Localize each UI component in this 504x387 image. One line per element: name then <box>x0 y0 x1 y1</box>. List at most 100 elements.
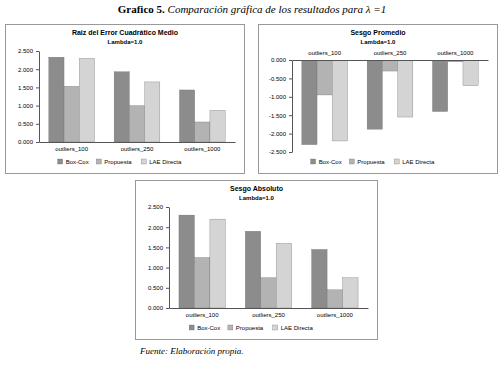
y-tick-label: 1.500 <box>18 85 34 91</box>
bar <box>129 106 144 142</box>
y-tick: 1.500 <box>18 85 39 91</box>
bar <box>343 278 358 308</box>
x-tick: outliers_1000 <box>317 308 354 318</box>
y-tick-mark <box>36 142 39 143</box>
legend-swatch <box>394 159 399 164</box>
chart-title: Sesgo Promedio <box>350 29 405 37</box>
y-tick: -1.000 <box>269 94 292 100</box>
x-tick: outliers_100 <box>308 50 341 60</box>
x-axis-line <box>293 60 489 61</box>
legend-label: Propuesta <box>236 325 264 331</box>
y-tick: -1.500 <box>269 113 292 119</box>
y-tick-label: 0.000 <box>148 305 164 311</box>
y-tick-label: 1.000 <box>18 103 34 109</box>
y-tick-label: 1.500 <box>148 245 164 251</box>
bar <box>382 60 397 71</box>
legend-swatch <box>228 325 233 330</box>
legend-swatch <box>311 159 316 164</box>
bar <box>179 215 194 308</box>
y-tick: 2.000 <box>18 67 39 73</box>
x-tick-label: outliers_100 <box>186 312 219 318</box>
chart-title: Raiz del Error Cuadrático Medio <box>72 29 178 36</box>
x-tick: outliers_100 <box>186 308 219 318</box>
y-tick-mark <box>289 60 292 61</box>
legend-item: LAE Directa <box>394 159 435 165</box>
legend-item: Propuesta <box>228 325 264 331</box>
bar <box>312 249 327 308</box>
figure-title-text: Comparación gráfica de los resultados pa… <box>168 3 387 15</box>
bar <box>327 290 342 308</box>
legend-swatch <box>273 325 278 330</box>
y-tick-mark <box>289 134 292 135</box>
bar <box>317 60 332 95</box>
y-tick-mark <box>289 152 292 153</box>
bar <box>210 219 225 308</box>
chart-frame <box>259 25 498 174</box>
chart: Sesgo AbsolutoLambda=1.00.0000.5001.0001… <box>136 181 378 340</box>
y-tick-mark <box>166 207 169 208</box>
y-tick: 1.000 <box>18 103 39 109</box>
legend-item: Box-Cox <box>189 325 220 331</box>
y-tick-mark <box>166 227 169 228</box>
y-tick-label: -1.500 <box>269 113 287 119</box>
legend-label: Box-Cox <box>197 325 220 331</box>
y-tick: 0.000 <box>271 57 292 63</box>
source-label: Fuente: <box>139 346 168 356</box>
y-tick-label: 0.000 <box>18 139 34 145</box>
y-tick-label: 2.500 <box>148 204 164 210</box>
x-tick-label: outliers_100 <box>308 50 341 56</box>
y-tick-mark <box>166 288 169 289</box>
x-axis-line <box>40 142 236 143</box>
y-tick: 2.000 <box>148 225 169 231</box>
y-axis-line <box>39 52 40 143</box>
y-tick: 0.500 <box>148 285 169 291</box>
legend-item: Propuesta <box>96 159 132 165</box>
y-tick: -2.000 <box>269 131 292 137</box>
y-axis-line <box>292 61 293 153</box>
y-tick: 1.000 <box>148 265 169 271</box>
bar <box>332 60 347 141</box>
x-tick: outliers_250 <box>252 308 285 318</box>
figure-title-label: Grafico 5. <box>118 3 165 15</box>
x-axis: outliers_100 outliers_250 outliers_1000 <box>170 308 369 318</box>
plot-area <box>302 60 478 145</box>
chart-frame <box>136 181 378 340</box>
x-tick-label: outliers_250 <box>252 312 285 318</box>
y-tick: 0.500 <box>18 121 39 127</box>
legend: Box-Cox Propuesta LAE Directa <box>58 159 182 165</box>
bar <box>398 60 413 117</box>
legend-item: LAE Directa <box>141 159 182 165</box>
y-axis: 0.000 0.500 1.000 1.500 2.000 2.500 <box>148 204 170 311</box>
y-tick: -0.500 <box>269 76 292 82</box>
bar <box>245 231 260 308</box>
x-tick: outliers_250 <box>121 142 154 152</box>
y-tick-mark <box>166 247 169 248</box>
bar <box>302 60 317 145</box>
bar <box>463 60 478 86</box>
legend-swatch <box>189 325 194 330</box>
legend-label: Propuesta <box>357 159 385 165</box>
bar <box>432 60 447 112</box>
y-tick-label: 0.500 <box>148 285 164 291</box>
bar <box>145 82 160 142</box>
x-tick-label: outliers_1000 <box>437 50 474 56</box>
bar <box>367 60 382 129</box>
legend-swatch <box>58 159 63 164</box>
legend-item: Box-Cox <box>58 159 89 165</box>
plot-area <box>49 57 225 142</box>
figure: Grafico 5. Comparación gráfica de los re… <box>0 0 504 387</box>
bar <box>79 58 94 142</box>
figure-title: Grafico 5. Comparación gráfica de los re… <box>118 3 386 15</box>
x-axis: outliers_100outliers_250outliers_1000 <box>40 142 236 152</box>
y-tick-label: -2.000 <box>269 131 287 137</box>
y-tick-mark <box>36 69 39 70</box>
chart-subtitle: Lambda=1.0 <box>239 195 275 201</box>
x-tick-label: outliers_250 <box>374 50 407 56</box>
y-tick-label: -1.000 <box>269 94 287 100</box>
y-tick-mark <box>36 124 39 125</box>
y-tick-label: 0.000 <box>271 57 287 63</box>
plot-area <box>179 215 358 308</box>
y-tick: 1.500 <box>148 245 169 251</box>
y-tick-label: 2.000 <box>148 225 164 231</box>
legend-swatch <box>349 159 354 164</box>
